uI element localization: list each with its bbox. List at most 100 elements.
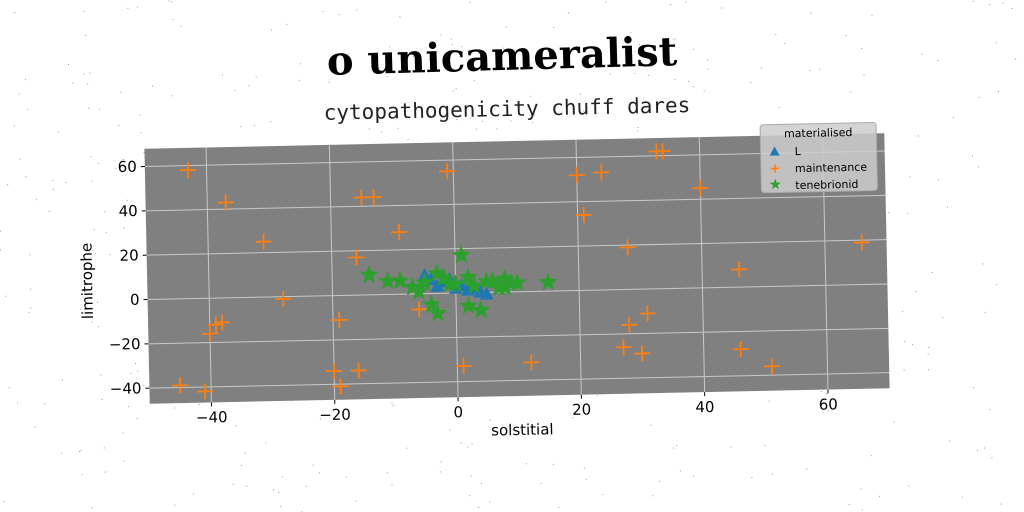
speck	[29, 254, 31, 256]
speck	[572, 417, 574, 419]
speck	[17, 402, 19, 404]
speck	[135, 363, 136, 364]
speck	[278, 491, 280, 493]
speck	[583, 110, 585, 112]
point-maintenance	[575, 206, 592, 223]
point-maintenance	[326, 362, 343, 380]
speck	[126, 199, 128, 201]
speck	[122, 159, 124, 160]
speck	[53, 188, 54, 190]
x-tick-labels: −40 −20 0 20 40 60	[196, 389, 838, 427]
speck	[139, 114, 141, 116]
speck	[461, 46, 463, 48]
y-tick-label: 20	[119, 246, 138, 264]
speck	[140, 132, 142, 134]
legend-title: materialised	[784, 126, 853, 140]
legend-marker-triangle	[769, 146, 780, 156]
point-maintenance	[568, 167, 585, 184]
speck	[93, 229, 95, 231]
speck	[473, 80, 475, 82]
speck	[387, 76, 389, 78]
speck	[707, 68, 709, 70]
speck	[44, 403, 46, 405]
speck	[827, 410, 829, 412]
point-tenebrionid	[409, 281, 429, 300]
speck	[246, 485, 248, 487]
speck	[860, 488, 862, 490]
speck	[850, 91, 852, 93]
speck	[810, 12, 812, 14]
speck	[470, 117, 471, 119]
speck	[122, 432, 124, 434]
speck	[52, 180, 54, 182]
speck	[319, 418, 321, 420]
speck	[888, 212, 890, 214]
speck	[345, 476, 347, 478]
speck	[28, 311, 30, 313]
speck	[14, 11, 16, 13]
point-tenebrionid	[378, 271, 398, 290]
point-maintenance	[634, 345, 651, 362]
speck	[413, 55, 415, 57]
speck	[751, 477, 753, 478]
speck	[917, 135, 919, 137]
point-tenebrionid	[359, 264, 379, 284]
speck	[235, 425, 237, 427]
speck	[25, 79, 26, 81]
speck	[355, 500, 357, 502]
speck	[391, 484, 393, 486]
speck	[768, 400, 770, 402]
speck	[80, 450, 82, 451]
speck	[137, 370, 139, 372]
point-maintenance	[639, 305, 656, 322]
point-maintenance	[365, 189, 382, 206]
speck	[87, 83, 89, 85]
speck	[449, 429, 451, 431]
point-tenebrionid	[495, 277, 515, 296]
point-tenebrionid	[428, 303, 448, 322]
speck	[273, 489, 275, 491]
point-maintenance	[275, 290, 292, 307]
speck	[947, 206, 948, 208]
speck	[248, 85, 250, 87]
x-tick-label: 0	[453, 403, 463, 421]
speck	[80, 308, 82, 310]
x-tick-label: −40	[196, 408, 228, 427]
legend: materialised L maintenance tenebrionid	[759, 121, 878, 194]
point-tenebrionid	[458, 296, 478, 315]
speck	[942, 317, 944, 319]
speck	[652, 495, 654, 497]
speck	[65, 182, 67, 184]
speck	[912, 344, 914, 346]
chart-subtitle: cytopathogenicity chuff dares	[323, 93, 690, 125]
speck	[171, 95, 173, 97]
point-maintenance	[763, 358, 780, 375]
speck	[130, 373, 132, 374]
speck	[407, 138, 409, 140]
speck	[489, 501, 491, 503]
speck	[995, 42, 997, 44]
speck	[389, 46, 391, 48]
legend-box	[759, 121, 878, 194]
speck	[952, 117, 954, 119]
point-tenebrionid	[507, 272, 527, 292]
point-maintenance	[455, 358, 472, 375]
speck	[928, 369, 930, 371]
speck	[100, 374, 102, 376]
speck	[1015, 58, 1017, 60]
speck	[634, 73, 636, 74]
y-tick-labels: −40 −20 0 20 40 60	[109, 158, 150, 398]
speck	[171, 1, 173, 3]
speck	[90, 156, 92, 158]
speck	[221, 74, 223, 76]
speck	[893, 421, 895, 423]
speck	[510, 120, 512, 122]
speck	[673, 39, 675, 41]
speck	[809, 70, 811, 71]
speck	[94, 253, 96, 255]
speck	[634, 50, 636, 52]
speck	[319, 472, 320, 474]
speck	[270, 121, 272, 123]
legend-entry-maintenance: maintenance	[770, 161, 867, 175]
